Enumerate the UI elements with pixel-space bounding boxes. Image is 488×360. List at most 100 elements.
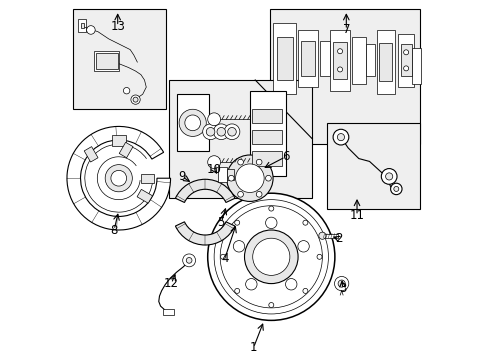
Bar	[78, 19, 86, 32]
Circle shape	[381, 168, 396, 184]
Circle shape	[332, 129, 348, 145]
Bar	[249, 91, 285, 176]
Circle shape	[252, 238, 289, 275]
Bar	[226, 169, 233, 180]
Bar	[269, 9, 419, 144]
Circle shape	[268, 206, 273, 211]
Circle shape	[337, 280, 345, 287]
Circle shape	[403, 66, 408, 71]
Circle shape	[228, 175, 234, 181]
Circle shape	[237, 159, 243, 165]
Circle shape	[207, 156, 220, 168]
Circle shape	[316, 254, 322, 259]
Bar	[400, 44, 411, 76]
Circle shape	[179, 109, 206, 136]
Text: 10: 10	[206, 163, 221, 176]
Circle shape	[133, 97, 138, 102]
Circle shape	[234, 288, 239, 293]
Circle shape	[224, 124, 240, 140]
Bar	[251, 130, 282, 144]
Circle shape	[334, 276, 348, 291]
Circle shape	[234, 220, 239, 225]
Bar	[326, 123, 419, 208]
Circle shape	[302, 220, 307, 225]
Circle shape	[302, 288, 307, 293]
Text: 12: 12	[163, 277, 179, 290]
Circle shape	[385, 173, 392, 180]
Text: 2: 2	[335, 233, 342, 246]
Bar	[251, 152, 282, 166]
Bar	[397, 33, 413, 87]
Bar	[319, 41, 329, 76]
Text: 5: 5	[217, 216, 224, 229]
Circle shape	[235, 164, 264, 193]
Circle shape	[337, 49, 342, 54]
Bar	[141, 174, 153, 183]
Text: 9: 9	[178, 170, 185, 183]
Bar	[176, 94, 208, 152]
Circle shape	[184, 115, 200, 131]
Text: 7: 7	[342, 23, 349, 36]
Wedge shape	[67, 126, 170, 230]
Bar	[251, 109, 282, 123]
Text: 8: 8	[110, 224, 118, 237]
Bar	[137, 189, 152, 203]
Bar	[81, 23, 83, 28]
Bar	[376, 30, 394, 94]
Circle shape	[217, 127, 225, 136]
Bar	[351, 37, 365, 84]
Bar	[301, 41, 314, 76]
Text: 11: 11	[349, 209, 364, 222]
Circle shape	[285, 279, 296, 290]
Bar	[379, 43, 391, 81]
Circle shape	[203, 124, 218, 140]
Circle shape	[220, 254, 225, 259]
Bar	[94, 51, 119, 71]
Circle shape	[244, 230, 298, 284]
Circle shape	[390, 183, 401, 195]
Circle shape	[265, 217, 276, 229]
Circle shape	[245, 279, 257, 290]
Circle shape	[206, 127, 214, 136]
Circle shape	[111, 170, 126, 186]
Wedge shape	[175, 179, 235, 202]
Circle shape	[337, 134, 344, 141]
Bar	[84, 147, 98, 162]
Circle shape	[297, 240, 308, 252]
Text: 13: 13	[110, 20, 125, 33]
Circle shape	[256, 192, 262, 197]
Text: 6: 6	[281, 150, 289, 163]
Circle shape	[86, 26, 95, 34]
Circle shape	[207, 113, 220, 126]
Bar	[169, 80, 312, 198]
Bar	[119, 142, 133, 158]
Circle shape	[105, 165, 132, 192]
Bar	[322, 234, 338, 238]
Circle shape	[207, 193, 334, 320]
Bar	[365, 44, 374, 76]
Bar	[73, 9, 165, 109]
Bar	[276, 37, 292, 80]
Bar	[332, 42, 346, 78]
Circle shape	[213, 124, 229, 140]
Bar	[96, 53, 118, 69]
Bar	[111, 135, 125, 146]
Wedge shape	[175, 222, 235, 245]
Circle shape	[186, 257, 192, 263]
Text: 4: 4	[221, 252, 228, 265]
Text: 1: 1	[249, 341, 257, 354]
Bar	[298, 30, 317, 87]
Circle shape	[131, 95, 140, 104]
Circle shape	[226, 155, 272, 202]
Bar	[217, 167, 226, 182]
Bar	[272, 23, 296, 94]
Text: 3: 3	[338, 283, 346, 296]
Circle shape	[337, 67, 342, 72]
Bar	[411, 48, 421, 84]
Circle shape	[393, 186, 398, 192]
Circle shape	[237, 192, 243, 197]
Circle shape	[227, 127, 236, 136]
Circle shape	[318, 232, 325, 239]
Circle shape	[183, 254, 195, 267]
Circle shape	[233, 240, 244, 252]
